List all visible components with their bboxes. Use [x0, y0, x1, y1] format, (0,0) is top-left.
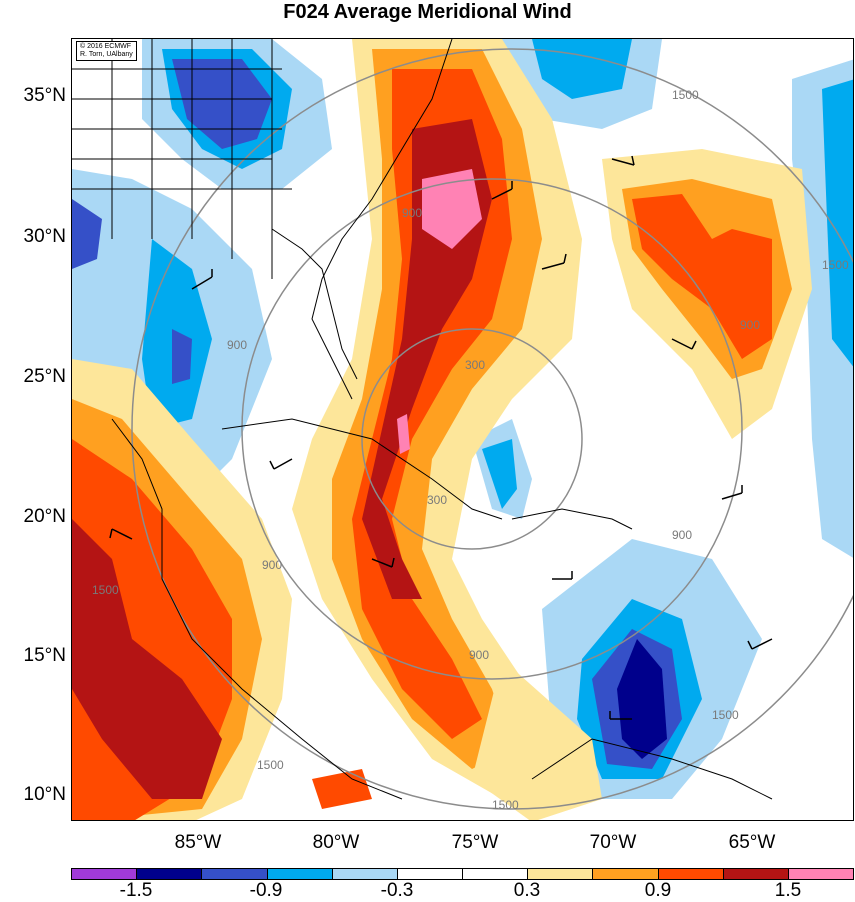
lat-label-35n: 35°N: [23, 85, 66, 106]
contour-300: [361, 328, 583, 550]
contour-label: 1500: [257, 758, 284, 772]
wind-barb: [541, 253, 567, 270]
warm-region-south-yellow: [472, 659, 602, 820]
blue-region-east-core: [822, 79, 853, 367]
blue-region-west-corner: [72, 199, 102, 269]
wind-barb: [552, 571, 573, 580]
colorbar-tick-label: -0.3: [380, 880, 414, 901]
lon-label-75w: 75°W: [451, 832, 499, 853]
map-title: F024 Average Meridional Wind: [283, 1, 572, 23]
contour-label: 900: [227, 338, 247, 352]
contour-label: 900: [402, 206, 422, 220]
wind-barb: [611, 155, 635, 166]
colorbar-tick-label: 1.5: [774, 880, 802, 901]
blue-region-atlantic-north-core: [532, 39, 632, 99]
credit-line-copyright: © 2016 ECMWF: [80, 43, 132, 50]
lon-label-80w: 80°W: [312, 832, 360, 853]
wind-barb: [491, 181, 513, 200]
map-panel[interactable]: 1500 900 300 300 900 1500 900 900 1500 1…: [71, 38, 854, 821]
colorbar-tick-label: -1.5: [119, 880, 153, 901]
blue-region-caribbean-dark: [617, 639, 667, 759]
blue-region-gulf-dark: [172, 329, 192, 384]
contour-900: [241, 178, 743, 680]
coastlines: [72, 39, 773, 800]
credit-box: © 2016 ECMWF R. Torn, UAlbany: [76, 41, 137, 61]
colorbar-cell: [72, 869, 138, 879]
hispaniola-outline: [511, 508, 633, 530]
central-america-outline: [111, 418, 403, 800]
lat-label-20n: 20°N: [23, 506, 66, 527]
wind-barb: [269, 458, 293, 470]
lat-label-30n: 30°N: [23, 226, 66, 247]
wind-barb: [671, 338, 697, 350]
pink-core-south: [397, 414, 410, 454]
contour-label: 900: [740, 318, 760, 332]
lon-label-65w: 65°W: [728, 832, 776, 853]
wind-barb: [109, 528, 133, 540]
lat-label-25n: 25°N: [23, 366, 66, 387]
colorbar-tick-label: 0.9: [644, 880, 672, 901]
colorbar-cell: [332, 869, 398, 879]
wind-barb: [371, 557, 395, 568]
lon-label-70w: 70°W: [589, 832, 637, 853]
colorbar-cell: [658, 869, 724, 879]
contour-label: 1500: [92, 583, 119, 597]
colorbar-cell: [463, 869, 529, 879]
contour-label: 300: [427, 493, 447, 507]
contour-label: 300: [465, 358, 485, 372]
colorbar-cell: [723, 869, 789, 879]
colorbar-cell: [788, 869, 854, 879]
lat-label-10n: 10°N: [23, 784, 66, 805]
colorbar-cell: [267, 869, 333, 879]
us-states-grid: [72, 39, 292, 279]
height-contours: [131, 48, 853, 810]
wind-barbs: [109, 155, 773, 720]
contour-1500: [131, 48, 853, 810]
wind-barb: [721, 485, 743, 500]
contour-label: 900: [672, 528, 692, 542]
warm-region-small-red: [312, 769, 372, 809]
pink-core-north: [422, 169, 482, 249]
colorbar-tick-label: 0.3: [513, 880, 541, 901]
blue-region-mona-core: [482, 439, 517, 509]
cuba-outline: [221, 418, 503, 520]
contour-label: 1500: [492, 798, 519, 812]
wind-field-map: 1500 900 300 300 900 1500 900 900 1500 1…: [72, 39, 853, 820]
lat-label-15n: 15°N: [23, 645, 66, 666]
colorbar-cell: [397, 869, 464, 879]
positive-wind-regions: [72, 39, 812, 820]
contour-label: 900: [469, 648, 489, 662]
south-america-outline: [531, 738, 773, 800]
colorbar-cell: [528, 869, 594, 879]
warm-region-west-dark: [72, 519, 222, 799]
contour-labels: 1500 900 300 300 900 1500 900 900 1500 1…: [92, 88, 849, 812]
blue-region-ne-dark: [172, 59, 272, 149]
us-east-coast: [311, 39, 453, 400]
contour-label: 1500: [672, 88, 699, 102]
contour-label: 1500: [712, 708, 739, 722]
contour-label: 1500: [822, 258, 849, 272]
colorbar-cell: [202, 869, 268, 879]
wind-barb: [747, 638, 773, 650]
colorbar-cell: [593, 869, 659, 879]
lon-label-85w: 85°W: [174, 832, 222, 853]
credit-line-author: R. Torn, UAlbany: [80, 51, 133, 58]
warm-region-atlantic-east-red: [632, 194, 772, 359]
contour-label: 900: [262, 558, 282, 572]
wind-barb: [609, 711, 632, 720]
colorbar-cell: [137, 869, 203, 879]
wind-barb: [191, 269, 213, 290]
florida-outline: [271, 228, 358, 380]
colorbar-tick-label: -0.9: [249, 880, 283, 901]
colorbar: [71, 868, 854, 880]
